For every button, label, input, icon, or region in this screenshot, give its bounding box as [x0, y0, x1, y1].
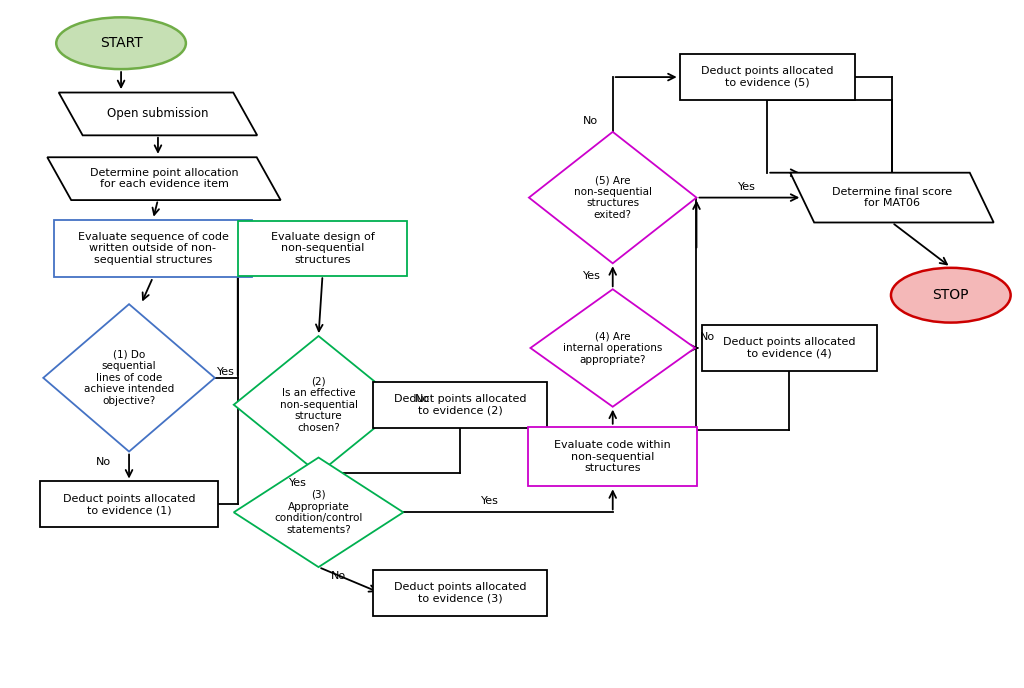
- Bar: [373, 570, 548, 616]
- Polygon shape: [58, 92, 257, 136]
- Text: Deduct points allocated
to evidence (2): Deduct points allocated to evidence (2): [394, 394, 526, 416]
- Text: No: No: [699, 332, 715, 342]
- Text: Yes: Yes: [583, 271, 601, 281]
- Text: Yes: Yes: [289, 478, 306, 488]
- Polygon shape: [233, 458, 403, 567]
- Text: Determine point allocation
for each evidence item: Determine point allocation for each evid…: [90, 168, 239, 189]
- Text: Open submission: Open submission: [108, 107, 209, 120]
- Text: (2)
Is an effective
non-sequential
structure
chosen?: (2) Is an effective non-sequential struc…: [280, 376, 357, 433]
- Text: No: No: [416, 394, 430, 404]
- Text: Evaluate sequence of code
written outside of non-
sequential structures: Evaluate sequence of code written outsid…: [78, 232, 228, 265]
- Text: Determine final score
for MAT06: Determine final score for MAT06: [831, 187, 952, 208]
- Polygon shape: [529, 132, 696, 264]
- Text: (3)
Appropriate
condition/control
statements?: (3) Appropriate condition/control statem…: [274, 490, 362, 535]
- Text: Evaluate code within
non-sequential
structures: Evaluate code within non-sequential stru…: [554, 440, 671, 473]
- Text: Deduct points allocated
to evidence (1): Deduct points allocated to evidence (1): [62, 493, 196, 515]
- Polygon shape: [791, 173, 993, 222]
- Bar: [238, 221, 408, 276]
- Bar: [40, 482, 218, 527]
- Text: (4) Are
internal operations
appropriate?: (4) Are internal operations appropriate?: [563, 332, 663, 365]
- Text: (1) Do
sequential
lines of code
achieve intended
objective?: (1) Do sequential lines of code achieve …: [84, 350, 174, 406]
- Text: No: No: [96, 457, 111, 466]
- Bar: [702, 325, 877, 371]
- Ellipse shape: [891, 268, 1011, 323]
- Text: No: No: [583, 116, 598, 126]
- Text: Deduct points allocated
to evidence (5): Deduct points allocated to evidence (5): [701, 66, 834, 88]
- Text: Deduct points allocated
to evidence (4): Deduct points allocated to evidence (4): [723, 337, 855, 358]
- Bar: [54, 220, 252, 277]
- Text: START: START: [99, 36, 142, 50]
- Polygon shape: [233, 336, 403, 473]
- Polygon shape: [47, 158, 281, 200]
- Text: Deduct points allocated
to evidence (3): Deduct points allocated to evidence (3): [394, 582, 526, 604]
- Text: (5) Are
non-sequential
structures
exited?: (5) Are non-sequential structures exited…: [573, 175, 651, 220]
- Ellipse shape: [56, 17, 186, 69]
- Text: Yes: Yes: [217, 367, 234, 377]
- Text: STOP: STOP: [933, 288, 969, 302]
- Bar: [528, 427, 697, 486]
- Bar: [373, 382, 548, 428]
- Text: Evaluate design of
non-sequential
structures: Evaluate design of non-sequential struct…: [270, 232, 375, 265]
- Polygon shape: [43, 304, 215, 451]
- Polygon shape: [530, 289, 695, 407]
- Text: No: No: [331, 571, 346, 581]
- Bar: [680, 54, 855, 100]
- Text: Yes: Yes: [481, 496, 499, 506]
- Text: Yes: Yes: [738, 182, 757, 192]
